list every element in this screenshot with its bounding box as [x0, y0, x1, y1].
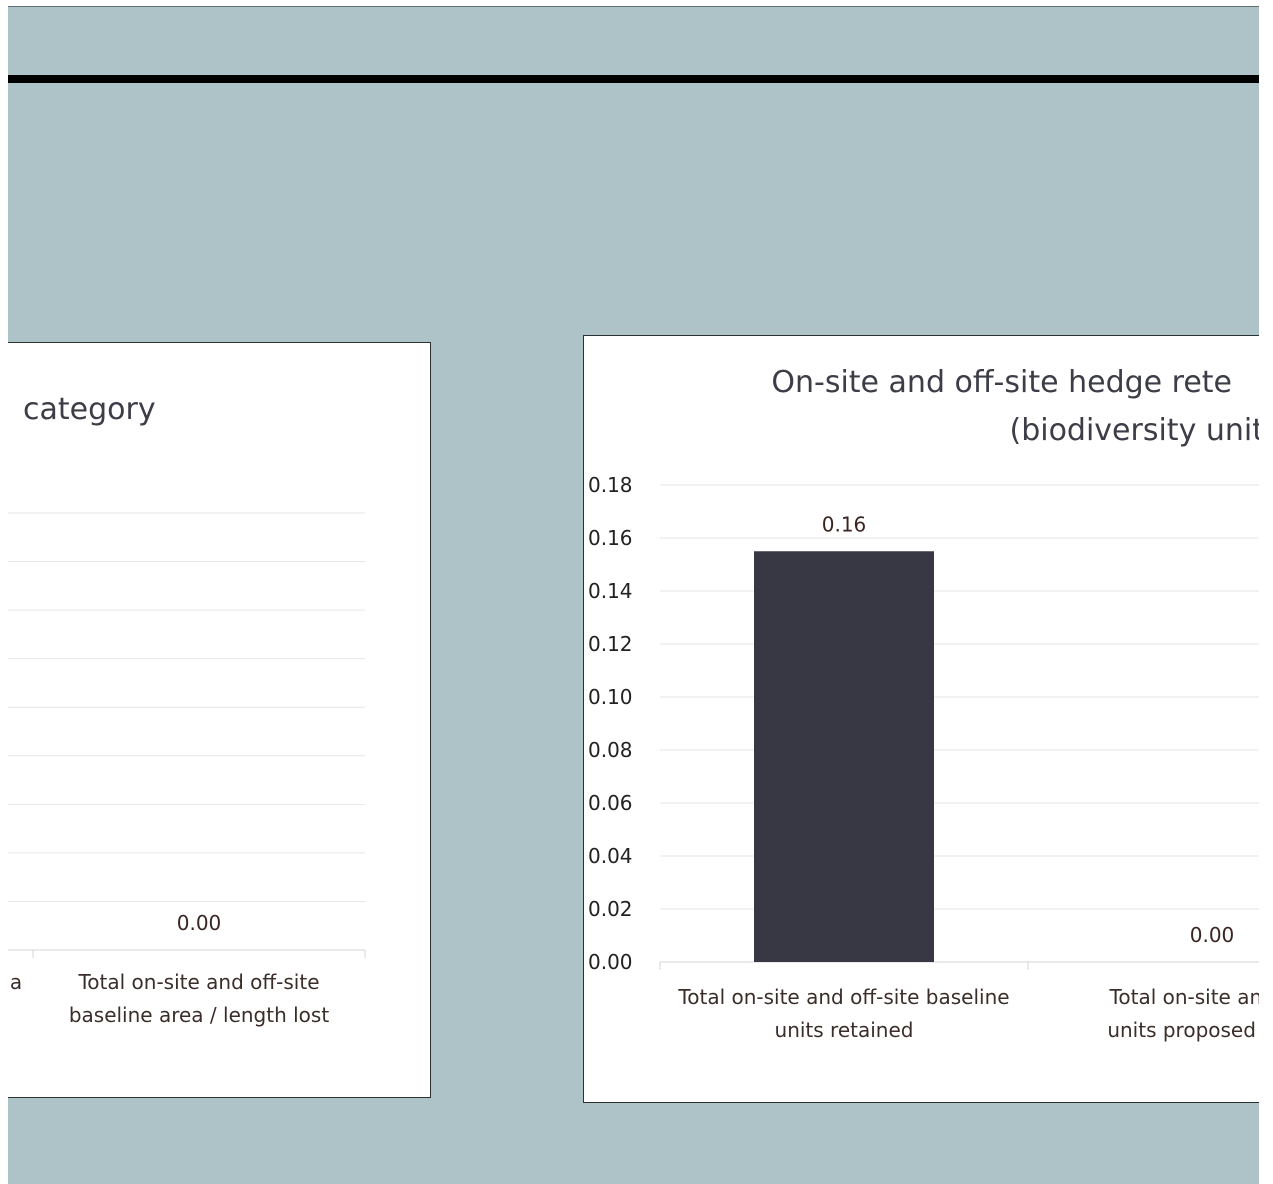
category-label: units proposed for er — [1107, 1018, 1259, 1042]
category-label: Total on-site and off- — [1109, 985, 1259, 1009]
y-tick-label: 0.04 — [588, 844, 633, 868]
left-chart-svg: category a Total on-site and off-site basel… — [8, 392, 366, 1027]
category-label: baseline area / length lost — [69, 1003, 330, 1027]
category-label: Total on-site and off-site baseline — [677, 985, 1009, 1009]
y-tick-label: 0.02 — [588, 897, 633, 921]
chart-subtitle: (biodiversity unit — [1009, 413, 1259, 448]
chart-title: category — [23, 392, 156, 427]
data-label: 0.00 — [177, 911, 222, 935]
category-label: units retained — [775, 1018, 914, 1042]
header-rule — [8, 75, 1259, 83]
y-tick-label: 0.14 — [588, 579, 633, 603]
y-tick-label: 0.12 — [588, 632, 633, 656]
chart-title: On-site and off-site hedge rete — [771, 365, 1232, 400]
y-tick-label: 0.00 — [588, 950, 633, 974]
category-label: a — [10, 970, 22, 994]
y-tick-label: 0.18 — [588, 473, 633, 497]
bar — [754, 551, 934, 962]
y-tick-label: 0.06 — [588, 791, 633, 815]
right-chart-svg: On-site and off-site hedge rete (biodiver… — [588, 365, 1259, 1042]
chart-panel-left[interactable]: category a Total on-site and off-site basel… — [8, 342, 431, 1098]
data-label: 0.00 — [1190, 923, 1235, 947]
worksheet-background: category a Total on-site and off-site basel… — [8, 6, 1259, 1184]
chart-panel-right[interactable]: On-site and off-site hedge rete (biodiver… — [583, 335, 1259, 1103]
y-tick-label: 0.10 — [588, 685, 633, 709]
y-tick-label: 0.08 — [588, 738, 633, 762]
data-label: 0.16 — [822, 512, 867, 536]
category-label: Total on-site and off-site — [77, 970, 319, 994]
y-tick-label: 0.16 — [588, 526, 633, 550]
